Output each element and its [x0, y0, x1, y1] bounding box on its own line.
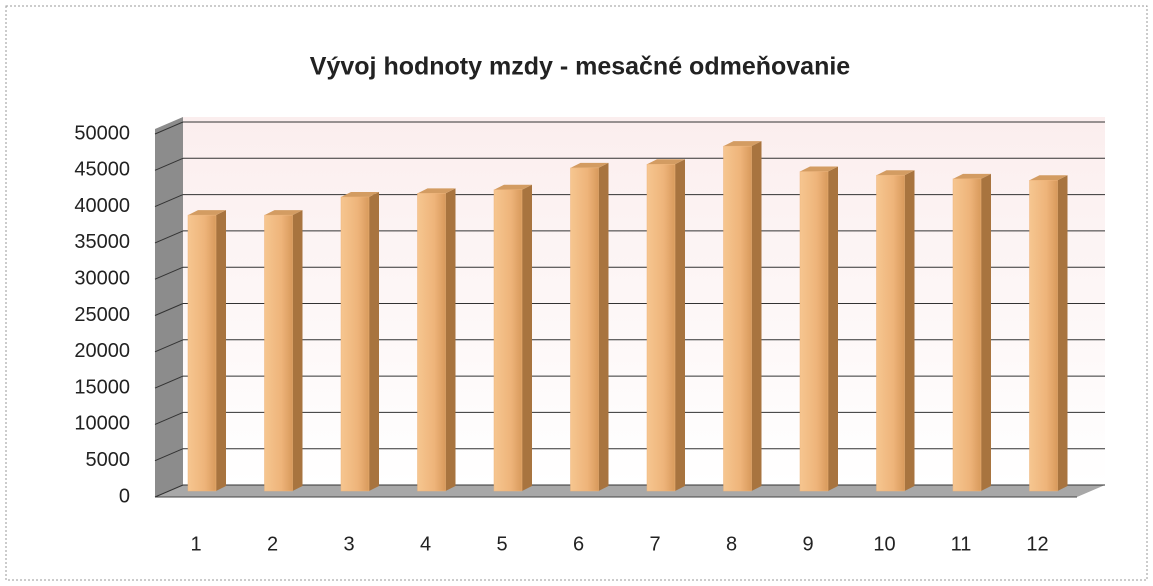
- x-tick-label: 2: [267, 533, 278, 555]
- bar-side: [981, 173, 991, 491]
- x-tick-label: 3: [343, 533, 354, 555]
- side-wall: [155, 117, 183, 497]
- bar-front: [876, 174, 905, 492]
- chart-title: Vývoj hodnoty mzdy - mesačné odmeňovanie: [310, 53, 851, 81]
- x-tick-label: 1: [190, 533, 201, 555]
- bar-top: [188, 210, 226, 216]
- bar-top: [800, 166, 838, 172]
- bar-front: [723, 145, 752, 492]
- bar-top: [1029, 175, 1068, 181]
- x-tick-label: 5: [496, 533, 507, 555]
- bar-front: [264, 214, 293, 492]
- grid-line: [154, 121, 184, 135]
- bar-top: [570, 162, 609, 168]
- y-tick-label: 35000: [74, 231, 130, 253]
- grid-line: [154, 448, 184, 462]
- bar-top: [417, 188, 456, 194]
- bar-side: [1057, 175, 1068, 491]
- grid-line: [154, 157, 184, 171]
- bar: [876, 170, 915, 492]
- bar: [264, 210, 303, 492]
- bar-front: [1029, 180, 1058, 492]
- bar-top: [876, 170, 915, 176]
- bar: [187, 210, 226, 492]
- x-tick-label: 4: [420, 533, 431, 555]
- bar-front: [799, 171, 829, 492]
- x-tick-label: 7: [649, 533, 660, 555]
- bar-top: [723, 141, 762, 147]
- bar-front: [340, 196, 370, 492]
- bar-side: [292, 210, 303, 491]
- floor: [155, 485, 1105, 497]
- bar-side: [598, 162, 609, 491]
- y-tick-label: 0: [119, 485, 130, 507]
- bar-top: [494, 184, 532, 190]
- bar: [493, 184, 532, 492]
- x-tick-label: 12: [1026, 533, 1048, 555]
- x-tick-label: 10: [873, 533, 895, 555]
- y-tick-label: 30000: [74, 267, 130, 289]
- bar: [570, 162, 609, 492]
- bar-top: [647, 159, 685, 165]
- grid-line: [154, 484, 184, 498]
- bar-front: [570, 167, 599, 492]
- bar-side: [369, 191, 379, 491]
- bar: [952, 173, 991, 492]
- bar-side: [675, 159, 685, 492]
- x-tick-label: 9: [802, 533, 813, 555]
- y-tick-label: 50000: [74, 122, 130, 144]
- grid-line: [154, 339, 184, 353]
- bar-side: [445, 188, 456, 491]
- bar-top: [264, 210, 303, 216]
- bar: [723, 141, 762, 492]
- bar-side: [522, 184, 532, 491]
- bar-front: [417, 193, 446, 492]
- bar-top: [953, 173, 991, 179]
- bar-side: [216, 210, 226, 491]
- bar-side: [751, 141, 762, 491]
- bar: [417, 188, 456, 492]
- x-tick-label: 11: [951, 533, 972, 555]
- bar-front: [646, 164, 676, 492]
- bar-top: [341, 191, 379, 197]
- y-tick-label: 40000: [74, 195, 130, 217]
- frame: [5, 5, 1148, 581]
- y-tick-label: 25000: [74, 304, 130, 326]
- grid-line: [154, 411, 184, 425]
- bar: [646, 159, 685, 492]
- bar-front: [493, 189, 523, 492]
- y-tick-label: 15000: [74, 376, 130, 398]
- bar-side: [828, 166, 838, 491]
- bar-front: [187, 214, 217, 492]
- grid-line: [154, 303, 184, 316]
- bar: [340, 191, 379, 492]
- grid-line: [154, 375, 184, 389]
- y-tick-label: 45000: [74, 159, 130, 181]
- bar-side: [904, 170, 915, 491]
- bar: [1029, 175, 1068, 492]
- x-tick-label: 8: [726, 533, 737, 555]
- y-tick-label: 10000: [74, 413, 130, 435]
- bar-front: [952, 178, 982, 492]
- grid-line: [154, 194, 184, 208]
- y-tick-label: 20000: [74, 340, 130, 362]
- y-tick-label: 5000: [86, 449, 131, 471]
- grid-line: [154, 266, 184, 280]
- bar: [799, 166, 838, 492]
- x-tick-label: 6: [573, 533, 584, 555]
- grid-line: [154, 230, 184, 244]
- back-wall: [183, 117, 1105, 485]
